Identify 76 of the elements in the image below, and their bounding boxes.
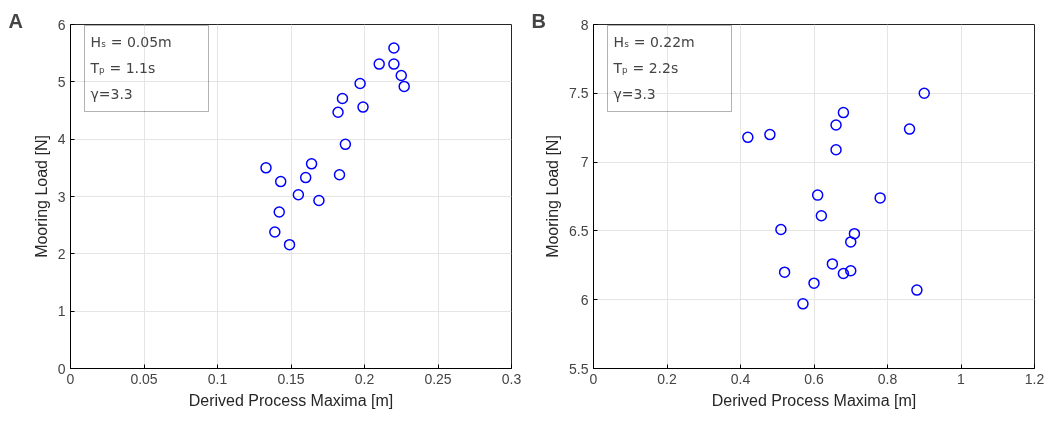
x-tick-label: 0.8 [877,370,898,387]
point [837,106,850,119]
annotation: Tₚ = 1.1s [89,59,156,76]
point [332,106,344,118]
point [911,284,923,296]
point [811,189,824,201]
point [395,69,407,82]
point [826,258,839,270]
point [299,171,312,184]
x-tick-label: 0.3 [501,370,522,387]
annotation: γ=3.3 [90,85,133,102]
annotation: γ=3.3 [613,85,656,102]
x-tick-label: 0.2 [354,370,375,387]
y-tick-label: 2 [57,245,66,262]
y-tick-label: 4 [57,131,66,148]
point [918,87,930,100]
y-tick-label: 5.5 [569,360,589,377]
point [260,162,272,174]
point [830,119,842,131]
point [845,236,857,248]
point [313,194,325,207]
x-tick-label: 0.2 [657,370,677,387]
x-axis-title: Derived Process Maxima [m] [711,391,917,409]
annotation: Hₛ = 0.05m [90,33,172,50]
point [848,227,861,240]
point [815,210,828,222]
x-tick-label: 0.4 [730,370,751,387]
point [354,77,366,90]
x-tick-label: 0.05 [130,370,158,387]
x-tick-label: 1.2 [1024,370,1045,387]
point [830,143,842,156]
point [283,238,296,251]
point [764,128,776,141]
point [808,277,820,289]
point [778,266,791,278]
point [273,206,285,218]
text: A [8,9,23,32]
point [797,298,809,310]
point [398,80,410,93]
y-axis-title: Mooring Load [N] [544,135,562,258]
point [388,42,400,54]
point [292,189,305,201]
point [357,101,369,113]
point [742,131,754,144]
x-tick-label: 0.6 [804,370,824,387]
point [373,58,385,70]
annotation: Hₛ = 0.22m [613,33,695,50]
y-tick-label: 6 [580,291,589,308]
y-axis-title: Mooring Load [N] [32,135,50,258]
x-tick-label: 0.25 [424,370,452,387]
point [388,58,400,70]
y-tick-label: 1 [57,303,66,320]
point [269,226,281,238]
x-tick-label: 0.1 [207,370,228,387]
y-tick-label: 3 [57,188,66,205]
text: B [531,9,546,32]
y-tick-label: 7 [580,154,589,171]
annotation: Tₚ = 2.2s [612,59,679,76]
y-tick-label: 5 [57,73,66,90]
x-axis-title: Derived Process Maxima [m] [188,391,394,409]
y-tick-label: 6.5 [569,222,589,239]
y-tick-label: 8 [580,16,589,33]
x-tick-label: 1 [957,370,966,387]
point [336,92,349,105]
point [339,138,352,151]
y-tick-label: 6 [57,16,66,33]
point [837,267,850,280]
point [333,168,346,181]
x-tick-label: 0.15 [277,370,305,387]
point [274,175,287,188]
point [305,158,318,170]
y-tick-label: 7.5 [569,85,589,102]
point [874,192,886,204]
point [775,223,787,236]
point [903,123,916,135]
point [845,265,857,277]
